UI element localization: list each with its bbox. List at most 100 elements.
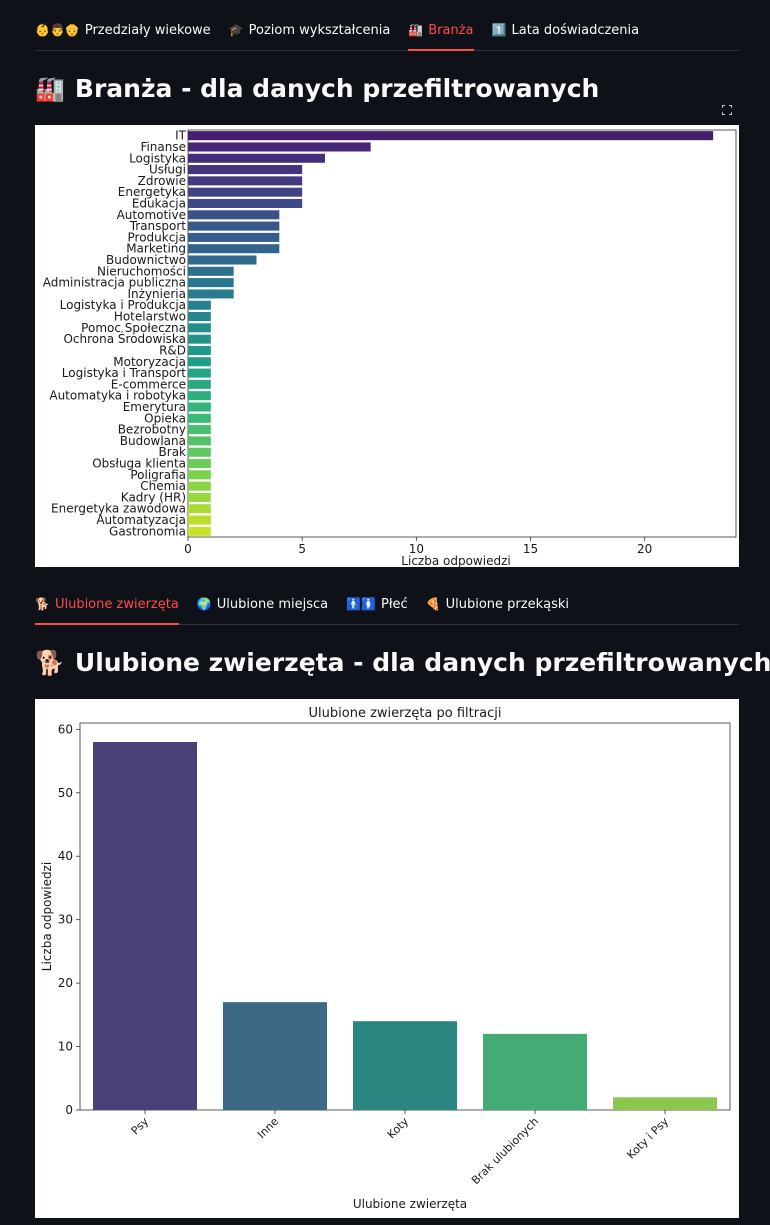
bar-3	[188, 165, 303, 175]
bar-30	[188, 470, 211, 480]
dog-icon: 🐕	[35, 648, 65, 677]
bar-2	[188, 153, 325, 163]
category-label: R&D	[159, 343, 186, 357]
bar-28	[188, 447, 211, 457]
zwierzeta-bar-chart: Ulubione zwierzęta po filtracji 0 10 20 30 40…	[40, 706, 731, 1211]
tab-tabs_top-3[interactable]: 1️⃣ Lata doświadczenia	[492, 10, 640, 50]
bar-4	[613, 1097, 717, 1110]
tab-label: Przedziały wiekowe	[84, 22, 211, 38]
bar-15	[188, 300, 211, 310]
category-label: Automatyzacja	[96, 513, 186, 527]
bar-8	[188, 221, 280, 231]
bar-11	[188, 255, 257, 265]
tab-tabs_bottom-3[interactable]: 🍕 Ulubione przekąski	[426, 584, 569, 624]
bar-24	[188, 402, 211, 412]
tab-tabs_bottom-1[interactable]: 🌍 Ulubione miejsca	[197, 584, 328, 624]
tab-label: Płeć	[380, 596, 408, 612]
bar-18	[188, 334, 211, 344]
category-label: Koty i Psy	[624, 1115, 671, 1162]
fullscreen-icon[interactable]	[716, 99, 738, 121]
tab-tabs_top-2[interactable]: 🏭 Branża	[408, 10, 474, 51]
tab-emoji-icon: 1️⃣	[491, 23, 507, 37]
tab-bar-bottom: 🐕 Ulubione zwierzęta 🌍 Ulubione miejsca 🚹🚺 Pł…	[35, 584, 739, 625]
category-label: Brak ulubionych	[469, 1115, 541, 1187]
tab-emoji-icon: 🏭	[408, 23, 424, 37]
x-axis-label: Ulubione zwierzęta	[353, 1197, 467, 1211]
category-label: Produkcja	[128, 230, 187, 244]
bar-9	[188, 232, 280, 242]
bar-13	[188, 278, 234, 288]
tab-tabs_top-0[interactable]: 👶👨👴 Przedziały wiekowe	[35, 10, 211, 50]
y-tick-label: 0	[65, 1103, 73, 1117]
tab-label: Ulubione przekąski	[445, 596, 570, 612]
category-label: Edukacja	[132, 196, 186, 210]
bar-29	[188, 458, 211, 469]
factory-icon: 🏭	[35, 74, 65, 103]
category-label: Obsługa klienta	[92, 457, 186, 471]
bar-2	[353, 1021, 457, 1110]
bar-10	[188, 244, 280, 254]
category-label: Automatyka i robotyka	[49, 389, 186, 403]
plot-frame	[187, 129, 737, 538]
x-axis-label: Liczba odpowiedzi	[401, 554, 510, 567]
category-label: Administracja publiczna	[43, 276, 186, 290]
category-label: Logistyka	[129, 151, 186, 165]
category-label: Poligrafia	[130, 468, 186, 482]
bar-19	[188, 345, 211, 355]
tab-emoji-icon: 🎓	[228, 23, 244, 37]
y-tick-label: 60	[58, 722, 73, 736]
bar-33	[188, 504, 211, 514]
category-label: Usługi	[149, 163, 186, 177]
category-label: Opieka	[144, 411, 186, 425]
category-label: Nieruchomości	[97, 264, 186, 278]
category-label: IT	[175, 129, 187, 143]
bar-3	[483, 1033, 587, 1110]
tab-label: Lata doświadczenia	[511, 22, 640, 38]
y-tick-label: 20	[58, 976, 73, 990]
tab-emoji-icon: 🌍	[196, 597, 212, 611]
category-label: Psy	[129, 1115, 152, 1138]
tab-tabs_bottom-2[interactable]: 🚹🚺 Płeć	[346, 584, 408, 624]
category-label: Hotelarstwo	[114, 310, 186, 324]
zwierzeta-chart: Ulubione zwierzęta po filtracji 0 10 20 30 40…	[35, 699, 739, 1218]
category-label: Transport	[129, 219, 187, 233]
bar-26	[188, 425, 211, 435]
tab-label: Branża	[428, 22, 474, 38]
category-label: Emerytura	[123, 400, 186, 414]
tab-tabs_bottom-0[interactable]: 🐕 Ulubione zwierzęta	[35, 584, 179, 625]
section-title-text: Branża - dla danych przefiltrowanych	[74, 74, 600, 103]
section-title-text: Ulubione zwierzęta - dla danych przefilt…	[74, 648, 770, 677]
category-label: Marketing	[126, 242, 186, 256]
bar-35	[188, 526, 211, 536]
x-tick-label: 5	[298, 542, 306, 556]
bar-31	[188, 481, 211, 491]
bar-4	[188, 176, 303, 186]
expand-icon	[722, 105, 732, 115]
section-title-zwierzeta: 🐕 Ulubione zwierzęta - dla danych przefi…	[35, 648, 770, 677]
tab-label: Ulubione miejsca	[216, 596, 329, 612]
category-label: Budownictwo	[106, 253, 186, 267]
category-label: Inne	[255, 1115, 281, 1141]
chart-title: Ulubione zwierzęta po filtracji	[309, 706, 502, 721]
category-label: Energetyka zawodowa	[51, 502, 186, 516]
category-label: Pomoc Społeczna	[81, 321, 186, 335]
bar-21	[188, 368, 211, 378]
branza-chart: IT Finanse Logistyka Usługi Zdrowie Energetyk…	[35, 125, 739, 568]
bar-23	[188, 391, 211, 401]
tab-bar-top: 👶👨👴 Przedziały wiekowe 🎓 Poziom wykształcen…	[35, 10, 739, 51]
tab-emoji-icon: 🐕	[35, 597, 50, 611]
tab-tabs_top-1[interactable]: 🎓 Poziom wykształcenia	[229, 10, 391, 50]
bar-7	[188, 210, 280, 220]
tab-label: Ulubione zwierzęta	[54, 596, 179, 612]
bar-5	[188, 187, 303, 197]
bar-25	[188, 413, 211, 423]
tab-emoji-icon: 👶👨👴	[35, 23, 80, 37]
section-title-branza: 🏭 Branża - dla danych przefiltrowanych	[35, 74, 599, 103]
bar-0	[188, 131, 714, 141]
category-label: Budowlana	[120, 434, 186, 448]
branza-bar-chart: ITFinanseLogistykaUsługiZdrowieEnergetyk…	[43, 129, 737, 568]
category-label: Motoryzacja	[113, 355, 186, 369]
x-tick-label: 15	[523, 542, 538, 556]
category-label: Gastronomia	[109, 524, 186, 538]
bar-34	[188, 515, 211, 525]
